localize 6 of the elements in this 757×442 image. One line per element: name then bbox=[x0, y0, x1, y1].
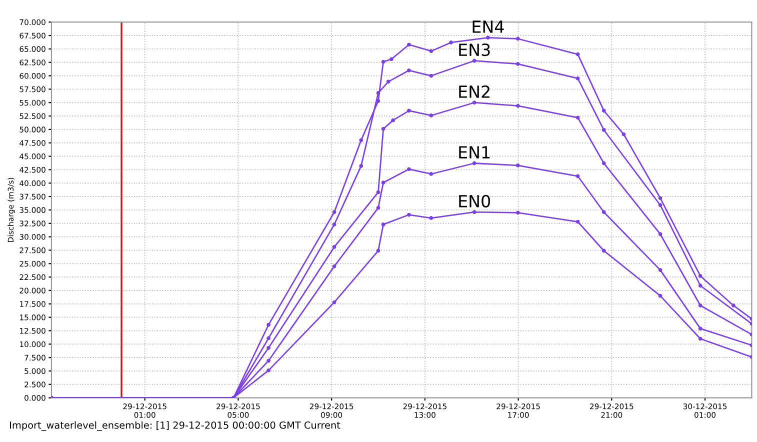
series-label: EN1 bbox=[459, 146, 490, 158]
series-label: EN2 bbox=[459, 85, 490, 98]
series-label: EN0 bbox=[459, 194, 490, 208]
text: Import_waterlevel_ensemble: [1] 29-12-2015 00:00:00 GMT Current bbox=[10, 421, 340, 431]
series-label: EN3 bbox=[459, 44, 490, 56]
series-label: EN4 bbox=[472, 20, 504, 33]
